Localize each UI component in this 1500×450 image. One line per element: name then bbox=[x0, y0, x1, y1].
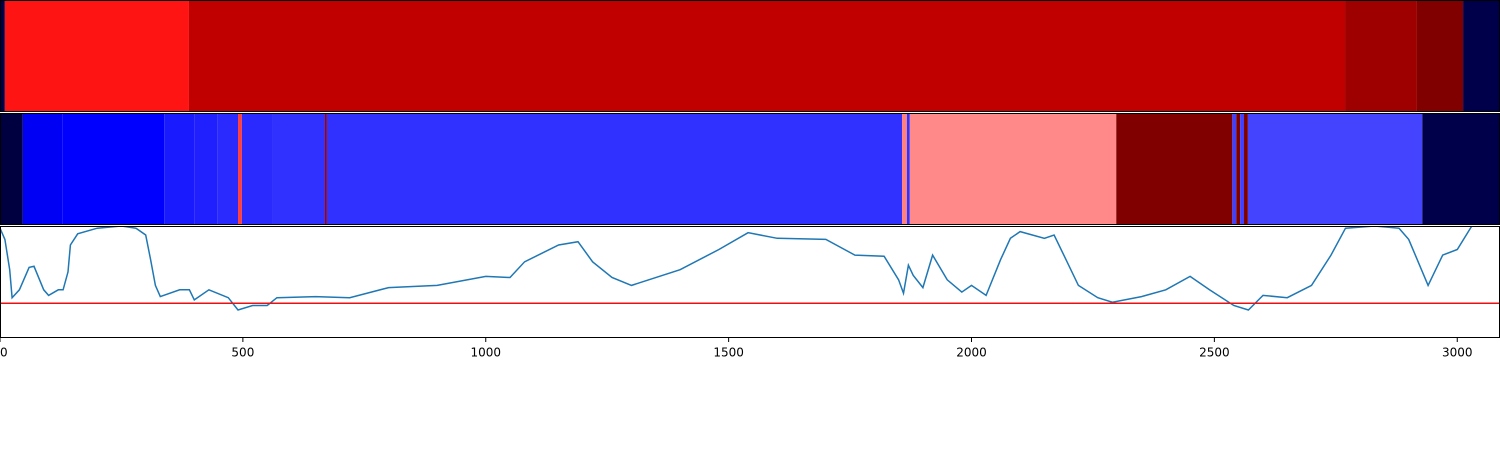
segment bbox=[238, 113, 242, 225]
segment bbox=[1232, 113, 1237, 225]
segment bbox=[188, 0, 1346, 112]
x-tick-label: 2000 bbox=[956, 346, 987, 360]
segment bbox=[22, 113, 63, 225]
x-tick-label: 1500 bbox=[713, 346, 744, 360]
segment bbox=[1247, 113, 1423, 225]
segment bbox=[164, 113, 195, 225]
segment bbox=[194, 113, 218, 225]
segment bbox=[272, 113, 325, 225]
x-tick-label: 500 bbox=[231, 346, 254, 360]
data-line bbox=[0, 226, 1473, 311]
x-tick-label: 2500 bbox=[1199, 346, 1230, 360]
segment bbox=[1116, 113, 1233, 225]
segment bbox=[326, 113, 903, 225]
segment bbox=[0, 113, 23, 225]
x-tick-label: 1000 bbox=[470, 346, 501, 360]
segment bbox=[241, 113, 273, 225]
segment bbox=[1244, 113, 1248, 225]
segment bbox=[1240, 113, 1245, 225]
segment bbox=[902, 113, 907, 225]
segment bbox=[62, 113, 165, 225]
segment bbox=[324, 113, 327, 225]
x-tick-label: 0 bbox=[0, 346, 8, 360]
segment bbox=[909, 113, 1117, 225]
segment bbox=[1416, 0, 1464, 112]
segment bbox=[1236, 113, 1241, 225]
segment bbox=[0, 0, 5, 112]
plot-area bbox=[0, 226, 1473, 311]
segment bbox=[1422, 113, 1500, 225]
segment bbox=[1345, 0, 1417, 112]
segment bbox=[4, 0, 189, 112]
segment bbox=[217, 113, 239, 225]
panel-background bbox=[0, 226, 1500, 338]
x-tick-label: 3000 bbox=[1442, 346, 1473, 360]
segment bbox=[1463, 0, 1500, 112]
segment bbox=[906, 113, 910, 225]
